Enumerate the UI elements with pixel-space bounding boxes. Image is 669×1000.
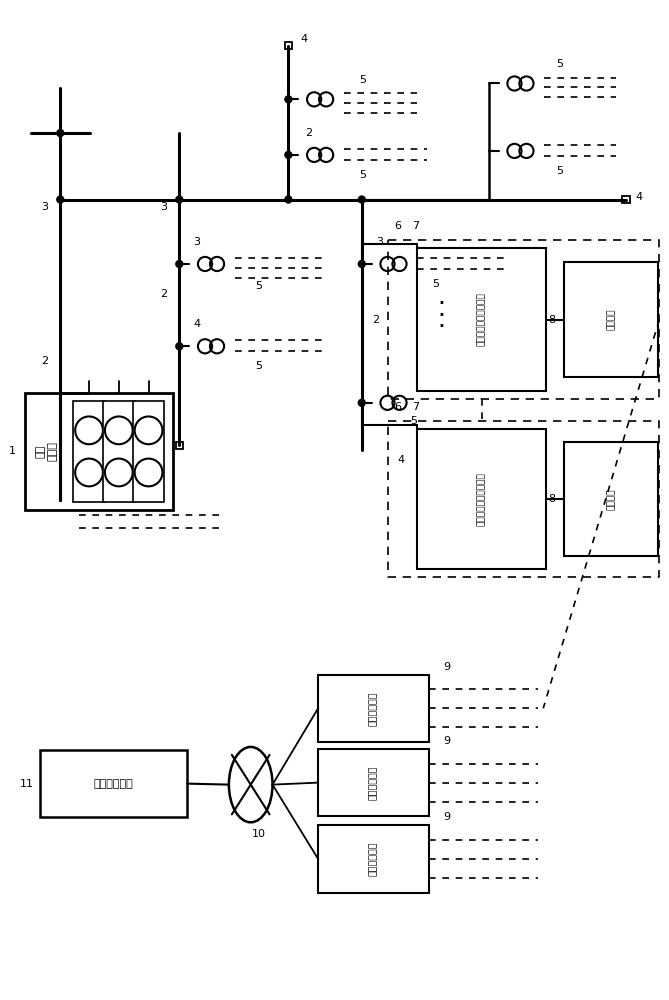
Text: 1: 1 (9, 446, 16, 456)
Bar (622, 196, 630, 203)
Circle shape (57, 196, 64, 203)
Text: 4: 4 (398, 455, 405, 465)
Text: 负载设备: 负载设备 (607, 488, 615, 510)
Circle shape (359, 261, 365, 267)
Text: 汇报通信装置: 汇报通信装置 (369, 765, 378, 800)
Bar (40, 750, 187, 817)
Circle shape (176, 343, 183, 350)
Bar (564, 262, 658, 377)
Text: 6: 6 (394, 402, 401, 412)
Bar (417, 429, 546, 569)
Bar (564, 442, 658, 556)
Text: 4: 4 (193, 319, 201, 329)
Text: 3: 3 (160, 202, 167, 212)
Text: 8: 8 (549, 315, 556, 325)
Text: 负载设备: 负载设备 (607, 309, 615, 330)
Bar (176, 442, 183, 449)
Text: 7: 7 (411, 402, 419, 412)
Text: 4: 4 (636, 192, 643, 202)
Text: 4: 4 (300, 34, 308, 44)
Text: ·: · (437, 304, 445, 328)
Text: 3: 3 (193, 237, 201, 247)
Bar (318, 825, 429, 893)
Text: 汇报通信装置: 汇报通信装置 (369, 691, 378, 726)
Text: 11: 11 (19, 779, 33, 789)
Circle shape (285, 96, 292, 103)
Circle shape (57, 130, 64, 137)
Text: 带通信功能的控制终端: 带通信功能的控制终端 (477, 293, 486, 346)
Circle shape (176, 261, 183, 267)
Circle shape (285, 151, 292, 158)
Text: 9: 9 (444, 812, 451, 822)
Bar (318, 749, 429, 816)
Text: 5: 5 (410, 416, 417, 426)
Text: 配电
变电站: 配电 变电站 (35, 441, 58, 461)
Text: 9: 9 (444, 662, 451, 672)
Bar (73, 401, 105, 502)
Text: ·: · (437, 292, 445, 316)
Bar (25, 393, 173, 510)
Text: 5: 5 (557, 166, 563, 176)
Text: 5: 5 (255, 361, 262, 371)
Text: 8: 8 (549, 494, 556, 504)
Text: ·: · (437, 315, 445, 339)
Bar (417, 248, 546, 391)
Text: 汇报通信装置: 汇报通信装置 (369, 842, 378, 876)
Circle shape (176, 196, 183, 203)
Text: 断线检测装置: 断线检测装置 (94, 779, 134, 789)
Text: 2: 2 (372, 315, 379, 325)
Text: 3: 3 (376, 237, 383, 247)
Text: 5: 5 (255, 281, 262, 291)
Bar (103, 401, 134, 502)
Text: 9: 9 (444, 736, 451, 746)
Text: 带通信功能的控制终端: 带通信功能的控制终端 (477, 472, 486, 526)
Text: 5: 5 (557, 59, 563, 69)
Text: 2: 2 (304, 128, 312, 138)
Text: 3: 3 (41, 202, 48, 212)
Text: 2: 2 (41, 356, 48, 366)
Text: 6: 6 (394, 221, 401, 231)
Text: 2: 2 (160, 289, 167, 299)
Circle shape (359, 196, 365, 203)
Bar (285, 42, 292, 49)
Circle shape (285, 196, 292, 203)
Bar (318, 675, 429, 742)
Text: 10: 10 (252, 829, 266, 839)
Text: 5: 5 (359, 75, 366, 85)
Text: 7: 7 (411, 221, 419, 231)
Text: 5: 5 (359, 170, 366, 180)
Text: 5: 5 (433, 279, 440, 289)
Bar (132, 401, 165, 502)
Circle shape (359, 399, 365, 406)
